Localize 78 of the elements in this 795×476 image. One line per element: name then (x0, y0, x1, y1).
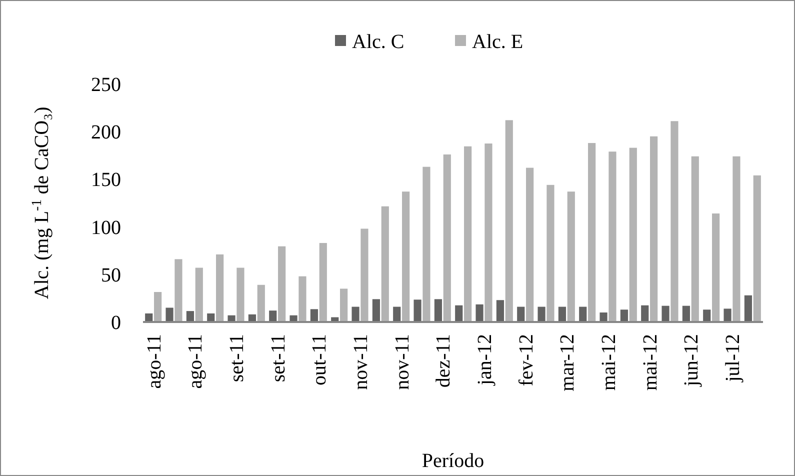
bar (682, 306, 690, 322)
bar (588, 143, 596, 322)
bar (732, 156, 740, 322)
bar (691, 156, 699, 322)
x-tick-label: ago-11 (143, 334, 166, 389)
x-tick-label: nov-11 (350, 334, 372, 390)
bar (641, 305, 649, 322)
bar (402, 192, 410, 322)
bar (505, 120, 513, 322)
y-tick-label: 150 (91, 169, 121, 192)
bar (703, 310, 711, 322)
bar (236, 268, 244, 322)
x-tick-label: mai-12 (598, 334, 620, 391)
bar (269, 310, 277, 322)
bar (464, 146, 472, 322)
bar (166, 308, 174, 322)
bar (712, 213, 720, 322)
bar (567, 192, 575, 322)
bar (744, 295, 752, 322)
y-tick-label: 200 (91, 122, 121, 144)
bar (340, 288, 348, 322)
y-tick-label: 50 (101, 264, 121, 286)
bar (579, 306, 587, 322)
bar (216, 254, 224, 322)
bar (546, 184, 554, 322)
bar (455, 305, 463, 322)
bar (174, 259, 182, 322)
bar (298, 276, 306, 322)
bar (381, 206, 389, 322)
bar (360, 228, 368, 322)
bar (195, 268, 203, 322)
bar (526, 168, 534, 322)
bar (538, 306, 546, 322)
x-tick-label: jul-12 (722, 334, 744, 383)
x-tick-label: set-11 (226, 334, 248, 382)
bar (310, 309, 318, 322)
bar (620, 310, 628, 322)
bar (414, 300, 422, 322)
bar (608, 152, 616, 322)
bar (257, 284, 265, 322)
bar (476, 304, 484, 322)
bar (393, 306, 401, 322)
y-tick-label: 250 (91, 74, 121, 96)
bar (724, 308, 732, 322)
y-tick-label: 0 (111, 312, 121, 334)
bar (372, 299, 380, 322)
bar (517, 306, 525, 322)
x-tick-label: out-11 (308, 334, 331, 386)
bar (278, 246, 286, 322)
bar (154, 292, 162, 322)
x-tick-label: set-11 (267, 334, 290, 382)
bar (443, 154, 451, 322)
x-tick-label: jun-12 (680, 334, 703, 388)
x-tick-label: ago-11 (184, 334, 207, 389)
bar (650, 136, 658, 322)
y-tick-label: 100 (91, 216, 121, 239)
legend-label: Alc. C (352, 31, 404, 53)
x-tick-label: jan-12 (474, 334, 496, 386)
x-tick-label: nov-11 (391, 334, 414, 390)
x-tick-label: mar-12 (556, 334, 579, 392)
bar (422, 166, 430, 322)
x-tick-label: mai-12 (639, 334, 662, 391)
bar (186, 311, 194, 322)
bar (662, 306, 670, 322)
legend-label: Alc. E (472, 31, 524, 53)
bar (670, 121, 678, 322)
bar (558, 306, 566, 322)
x-tick-label: fev-12 (515, 334, 538, 386)
bar (484, 144, 492, 322)
x-tick-label: dez-11 (432, 334, 455, 388)
x-axis-title: Período (422, 450, 484, 472)
bar (496, 300, 504, 322)
bar (352, 306, 360, 322)
bar (629, 148, 637, 322)
bar (434, 299, 442, 322)
bar (600, 312, 608, 322)
bar (319, 242, 327, 322)
bar (753, 175, 761, 322)
